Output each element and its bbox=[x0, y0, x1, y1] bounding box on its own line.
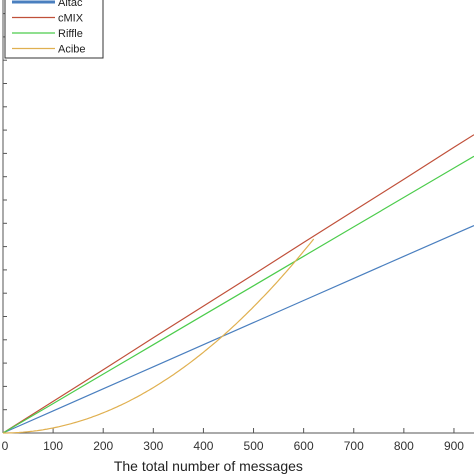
x-tick-label: 800 bbox=[394, 439, 414, 453]
x-tick-label: 0 bbox=[2, 439, 9, 453]
x-tick-label: 200 bbox=[93, 439, 113, 453]
legend-label-cmix: cMIX bbox=[58, 13, 84, 25]
legend-box bbox=[4, 0, 104, 59]
series-line-riffle bbox=[2, 155, 474, 434]
x-tick-label: 600 bbox=[294, 439, 314, 453]
legend-label-riffle: Riffle bbox=[58, 28, 83, 40]
x-tick-label: 400 bbox=[193, 439, 213, 453]
x-tick-label: 700 bbox=[344, 439, 364, 453]
series-layer bbox=[2, 134, 474, 434]
series-line-acibe bbox=[3, 238, 315, 434]
y-axis bbox=[2, 0, 7, 433]
x-tick-label: 300 bbox=[143, 439, 163, 453]
legend-label-acibe: Acibe bbox=[58, 44, 86, 56]
x-axis-title: The total number of messages bbox=[114, 458, 303, 474]
legend: Altac cMIX Riffle Acibe bbox=[4, 0, 104, 59]
x-tick-label: 900 bbox=[444, 439, 464, 453]
x-axis: 0 100 200 300 400 500 600 700 800 900 bbox=[2, 428, 474, 453]
x-tick-label: 100 bbox=[43, 439, 63, 453]
series-line-altac bbox=[2, 225, 474, 434]
x-tick-label: 500 bbox=[244, 439, 264, 453]
series-line-cmix bbox=[2, 134, 474, 434]
legend-label-altac: Altac bbox=[58, 0, 83, 9]
